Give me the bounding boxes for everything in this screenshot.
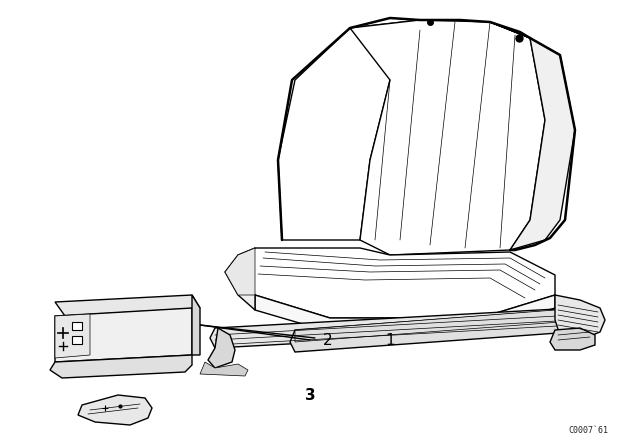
Polygon shape bbox=[208, 328, 235, 368]
Polygon shape bbox=[72, 322, 82, 330]
Polygon shape bbox=[350, 20, 545, 255]
Polygon shape bbox=[55, 308, 192, 362]
Polygon shape bbox=[225, 248, 255, 310]
Polygon shape bbox=[550, 328, 595, 350]
Polygon shape bbox=[555, 295, 605, 338]
Polygon shape bbox=[50, 355, 192, 378]
Polygon shape bbox=[290, 310, 572, 352]
Polygon shape bbox=[192, 295, 200, 355]
Polygon shape bbox=[240, 248, 555, 318]
Text: C0007`61: C0007`61 bbox=[568, 426, 608, 435]
Polygon shape bbox=[200, 362, 248, 376]
Polygon shape bbox=[255, 295, 555, 332]
Polygon shape bbox=[72, 336, 82, 344]
Polygon shape bbox=[55, 314, 90, 358]
Polygon shape bbox=[278, 20, 420, 240]
Polygon shape bbox=[295, 310, 560, 342]
Polygon shape bbox=[225, 248, 255, 295]
Polygon shape bbox=[490, 22, 575, 250]
Polygon shape bbox=[78, 395, 152, 425]
Polygon shape bbox=[210, 308, 580, 348]
Text: 2: 2 bbox=[323, 332, 333, 348]
Text: 1: 1 bbox=[385, 332, 395, 348]
Polygon shape bbox=[55, 295, 200, 316]
Text: 3: 3 bbox=[305, 388, 316, 402]
